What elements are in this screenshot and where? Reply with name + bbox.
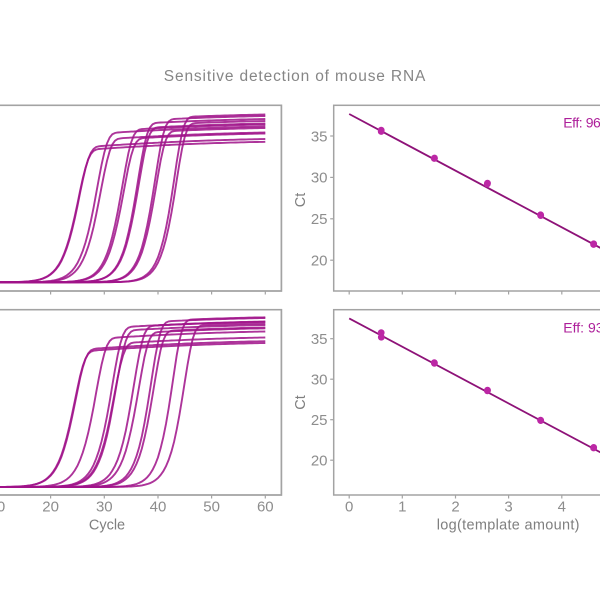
svg-text:Eff: 93.5%: Eff: 93.5% xyxy=(563,319,600,335)
svg-text:Ct: Ct xyxy=(293,395,309,410)
svg-text:30: 30 xyxy=(311,372,328,389)
svg-text:0: 0 xyxy=(345,499,353,516)
svg-text:35: 35 xyxy=(311,331,328,348)
svg-text:20: 20 xyxy=(42,499,59,516)
svg-text:4: 4 xyxy=(558,499,566,516)
svg-text:10: 10 xyxy=(0,499,5,516)
svg-text:30: 30 xyxy=(96,499,113,516)
svg-text:20: 20 xyxy=(311,253,328,270)
svg-text:60: 60 xyxy=(257,499,274,516)
svg-text:50: 50 xyxy=(203,499,220,516)
svg-text:1: 1 xyxy=(398,499,406,516)
svg-text:30: 30 xyxy=(311,170,328,187)
svg-text:35: 35 xyxy=(311,128,328,145)
svg-text:25: 25 xyxy=(311,211,328,228)
svg-text:Cycle: Cycle xyxy=(89,517,125,533)
svg-text:Sensitive detection of mouse R: Sensitive detection of mouse RNA xyxy=(164,68,426,85)
svg-text:25: 25 xyxy=(311,412,328,429)
svg-text:20: 20 xyxy=(311,453,328,470)
svg-text:Ct: Ct xyxy=(293,193,309,208)
svg-text:2: 2 xyxy=(451,499,459,516)
svg-text:Eff: 96.4%: Eff: 96.4% xyxy=(563,115,600,131)
svg-text:3: 3 xyxy=(504,499,512,516)
svg-text:40: 40 xyxy=(150,499,167,516)
svg-text:log(template amount): log(template amount) xyxy=(437,517,580,533)
